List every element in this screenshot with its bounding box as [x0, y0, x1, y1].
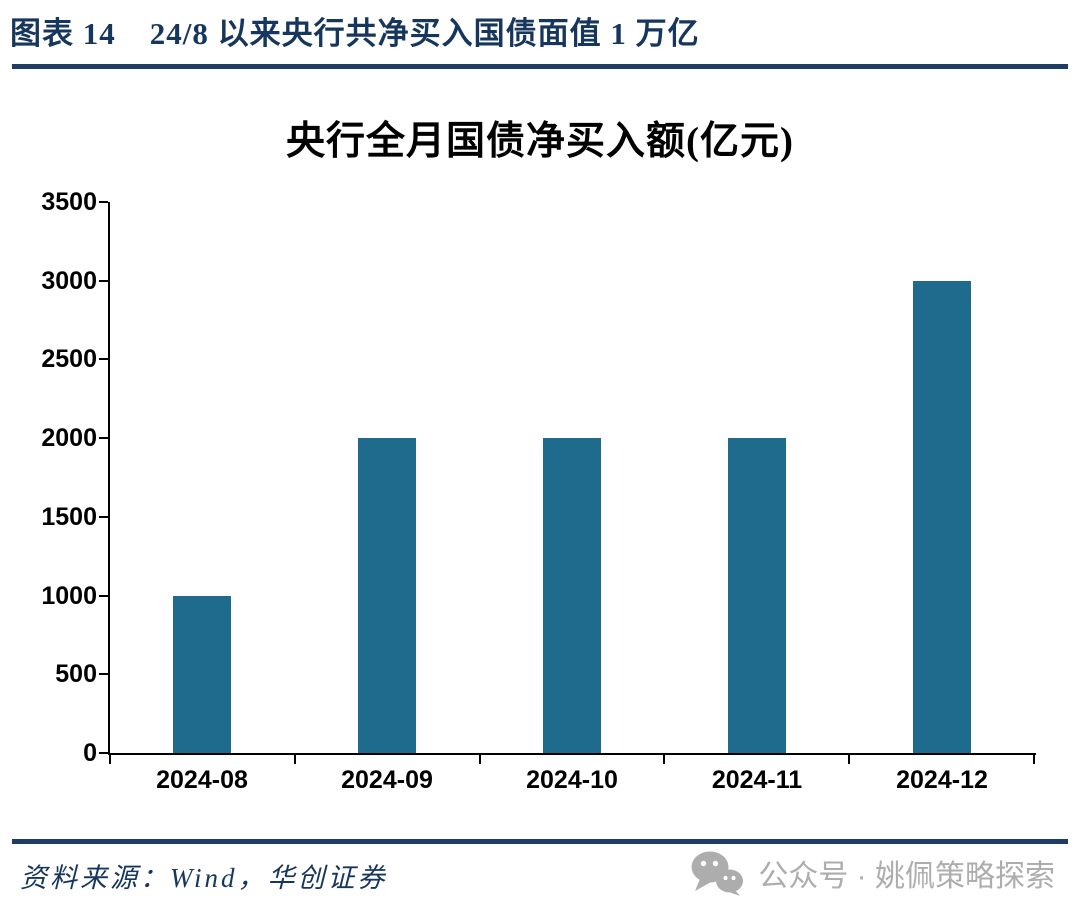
x-tick-label: 2024-11: [711, 766, 803, 794]
x-tick: [848, 755, 850, 764]
x-tick: [294, 755, 296, 764]
x-tick-label: 2024-08: [156, 766, 248, 794]
y-tick: [99, 358, 108, 360]
y-tick-label: 1500: [41, 503, 97, 531]
bar-2024-11: [728, 438, 786, 753]
watermark: 公众号 · 姚佩策略探索: [690, 850, 1055, 896]
y-tick: [99, 673, 108, 675]
y-tick: [99, 516, 108, 518]
bar-2024-09: [358, 438, 416, 753]
bar-2024-08: [173, 596, 231, 753]
y-axis: [108, 202, 110, 755]
figure-title: 24/8 以来央行共净买入国债面值 1 万亿: [149, 16, 700, 51]
x-tick-label: 2024-09: [341, 766, 433, 794]
x-tick: [109, 755, 111, 764]
y-tick: [99, 595, 108, 597]
y-tick-label: 2500: [41, 345, 97, 373]
source-note: 资料来源：Wind，华创证券: [20, 863, 388, 893]
plot-area: 0 500 1000 1500 2000 2500 3000 3500 2024-08 2024-…: [41, 188, 1036, 794]
wechat-icon: [691, 851, 744, 896]
y-tick: [99, 437, 108, 439]
footer-divider: [12, 839, 1068, 844]
figure-header: 图表 14 24/8 以来央行共净买入国债面值 1 万亿: [10, 8, 700, 53]
y-tick-label: 3500: [41, 188, 97, 216]
y-tick-label: 3000: [41, 267, 97, 295]
x-tick-label: 2024-10: [526, 766, 618, 794]
bar-2024-10: [543, 438, 601, 753]
x-tick: [479, 755, 481, 764]
y-tick-label: 500: [55, 660, 97, 688]
x-tick: [663, 755, 665, 764]
watermark-text: 公众号 · 姚佩策略探索: [758, 860, 1055, 893]
y-tick: [99, 280, 108, 282]
figure-label: 图表 14: [10, 16, 116, 51]
y-tick-label: 2000: [41, 424, 97, 452]
bar-2024-12: [913, 281, 971, 753]
header-divider: [12, 64, 1068, 69]
x-axis: [108, 753, 1036, 755]
x-tick: [1033, 755, 1035, 764]
y-tick-label: 0: [83, 739, 97, 767]
chart-title: 央行全月国债净买入额(亿元): [286, 120, 794, 163]
y-tick: [99, 201, 108, 203]
x-tick-label: 2024-12: [896, 766, 988, 794]
y-tick-label: 1000: [41, 582, 97, 610]
y-tick: [99, 752, 108, 754]
